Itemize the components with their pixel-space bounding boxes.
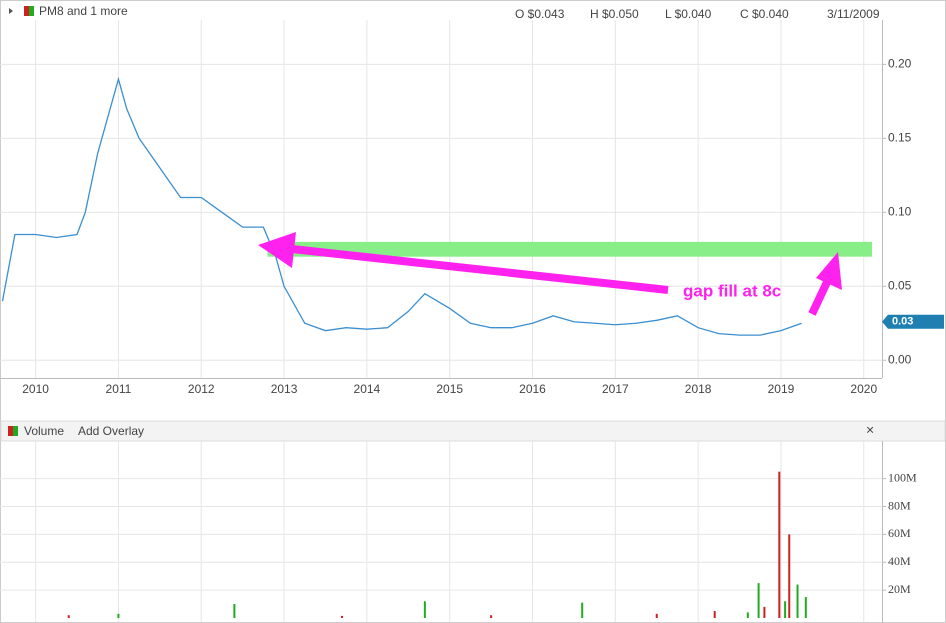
add-overlay[interactable]: Add Overlay	[78, 424, 144, 438]
expand-icon[interactable]	[9, 8, 13, 14]
volume-bar	[746, 612, 749, 618]
x-tick-label: 2010	[22, 382, 49, 396]
volume-bar	[788, 534, 791, 618]
y-tick-label: 80M	[888, 498, 911, 512]
low: L $0.040	[665, 7, 712, 21]
volume-title: Volume	[24, 424, 64, 438]
volume-bar	[804, 597, 807, 618]
x-tick-label: 2016	[519, 382, 546, 396]
y-tick-label: 100M	[888, 470, 917, 484]
arrow-head	[258, 232, 296, 268]
volume-bar	[784, 601, 787, 618]
volume-bar	[67, 615, 70, 618]
volume-bar	[796, 584, 799, 618]
volume-bar	[117, 613, 120, 618]
annotation: gap fill at 8c	[683, 281, 781, 300]
volume-bar	[233, 604, 236, 618]
x-tick-label: 2019	[768, 382, 795, 396]
last-price-label: 0.03	[892, 316, 913, 328]
close-panel[interactable]: ×	[866, 422, 874, 438]
gap-band	[267, 241, 873, 257]
x-tick-label: 2013	[271, 382, 298, 396]
x-tick-label: 2018	[685, 382, 712, 396]
volume-bar	[763, 606, 766, 618]
y-tick-label: 0.20	[888, 57, 912, 71]
y-tick-label: 20M	[888, 582, 911, 596]
y-tick-label: 0.10	[888, 204, 912, 218]
volume-bar	[757, 583, 760, 618]
y-tick-label: 60M	[888, 526, 911, 540]
arrow	[808, 278, 832, 316]
x-tick-label: 2015	[436, 382, 463, 396]
date: 3/11/2009	[827, 7, 880, 21]
volume-icon	[13, 426, 18, 436]
y-tick-label: 0.15	[888, 131, 912, 145]
volume-bar	[490, 615, 493, 618]
volume-bar	[341, 615, 344, 618]
arrow	[291, 245, 669, 294]
volume-bar	[655, 613, 658, 618]
volume-header	[0, 420, 946, 442]
volume-bar	[778, 471, 781, 618]
symbol[interactable]: PM8 and 1 more	[39, 4, 128, 18]
x-tick-label: 2014	[354, 382, 381, 396]
y-tick-label: 0.00	[888, 352, 912, 366]
x-tick-label: 2017	[602, 382, 629, 396]
last-price-tag	[882, 314, 944, 329]
symbol-icon	[24, 6, 29, 16]
price-line	[1, 76, 802, 336]
x-tick-label: 2012	[188, 382, 215, 396]
close: C $0.040	[740, 7, 789, 21]
arrow-head	[816, 252, 842, 290]
open: O $0.043	[515, 7, 565, 21]
x-tick-label: 2020	[850, 382, 877, 396]
volume-bar	[581, 602, 584, 618]
y-tick-label: 40M	[888, 554, 911, 568]
volume-bar	[713, 611, 716, 618]
volume-bar	[423, 601, 426, 618]
symbol-icon	[29, 6, 34, 16]
y-tick-label: 0.05	[888, 278, 912, 292]
x-tick-label: 2011	[106, 382, 132, 396]
volume-icon	[8, 426, 13, 436]
high: H $0.050	[590, 7, 639, 21]
